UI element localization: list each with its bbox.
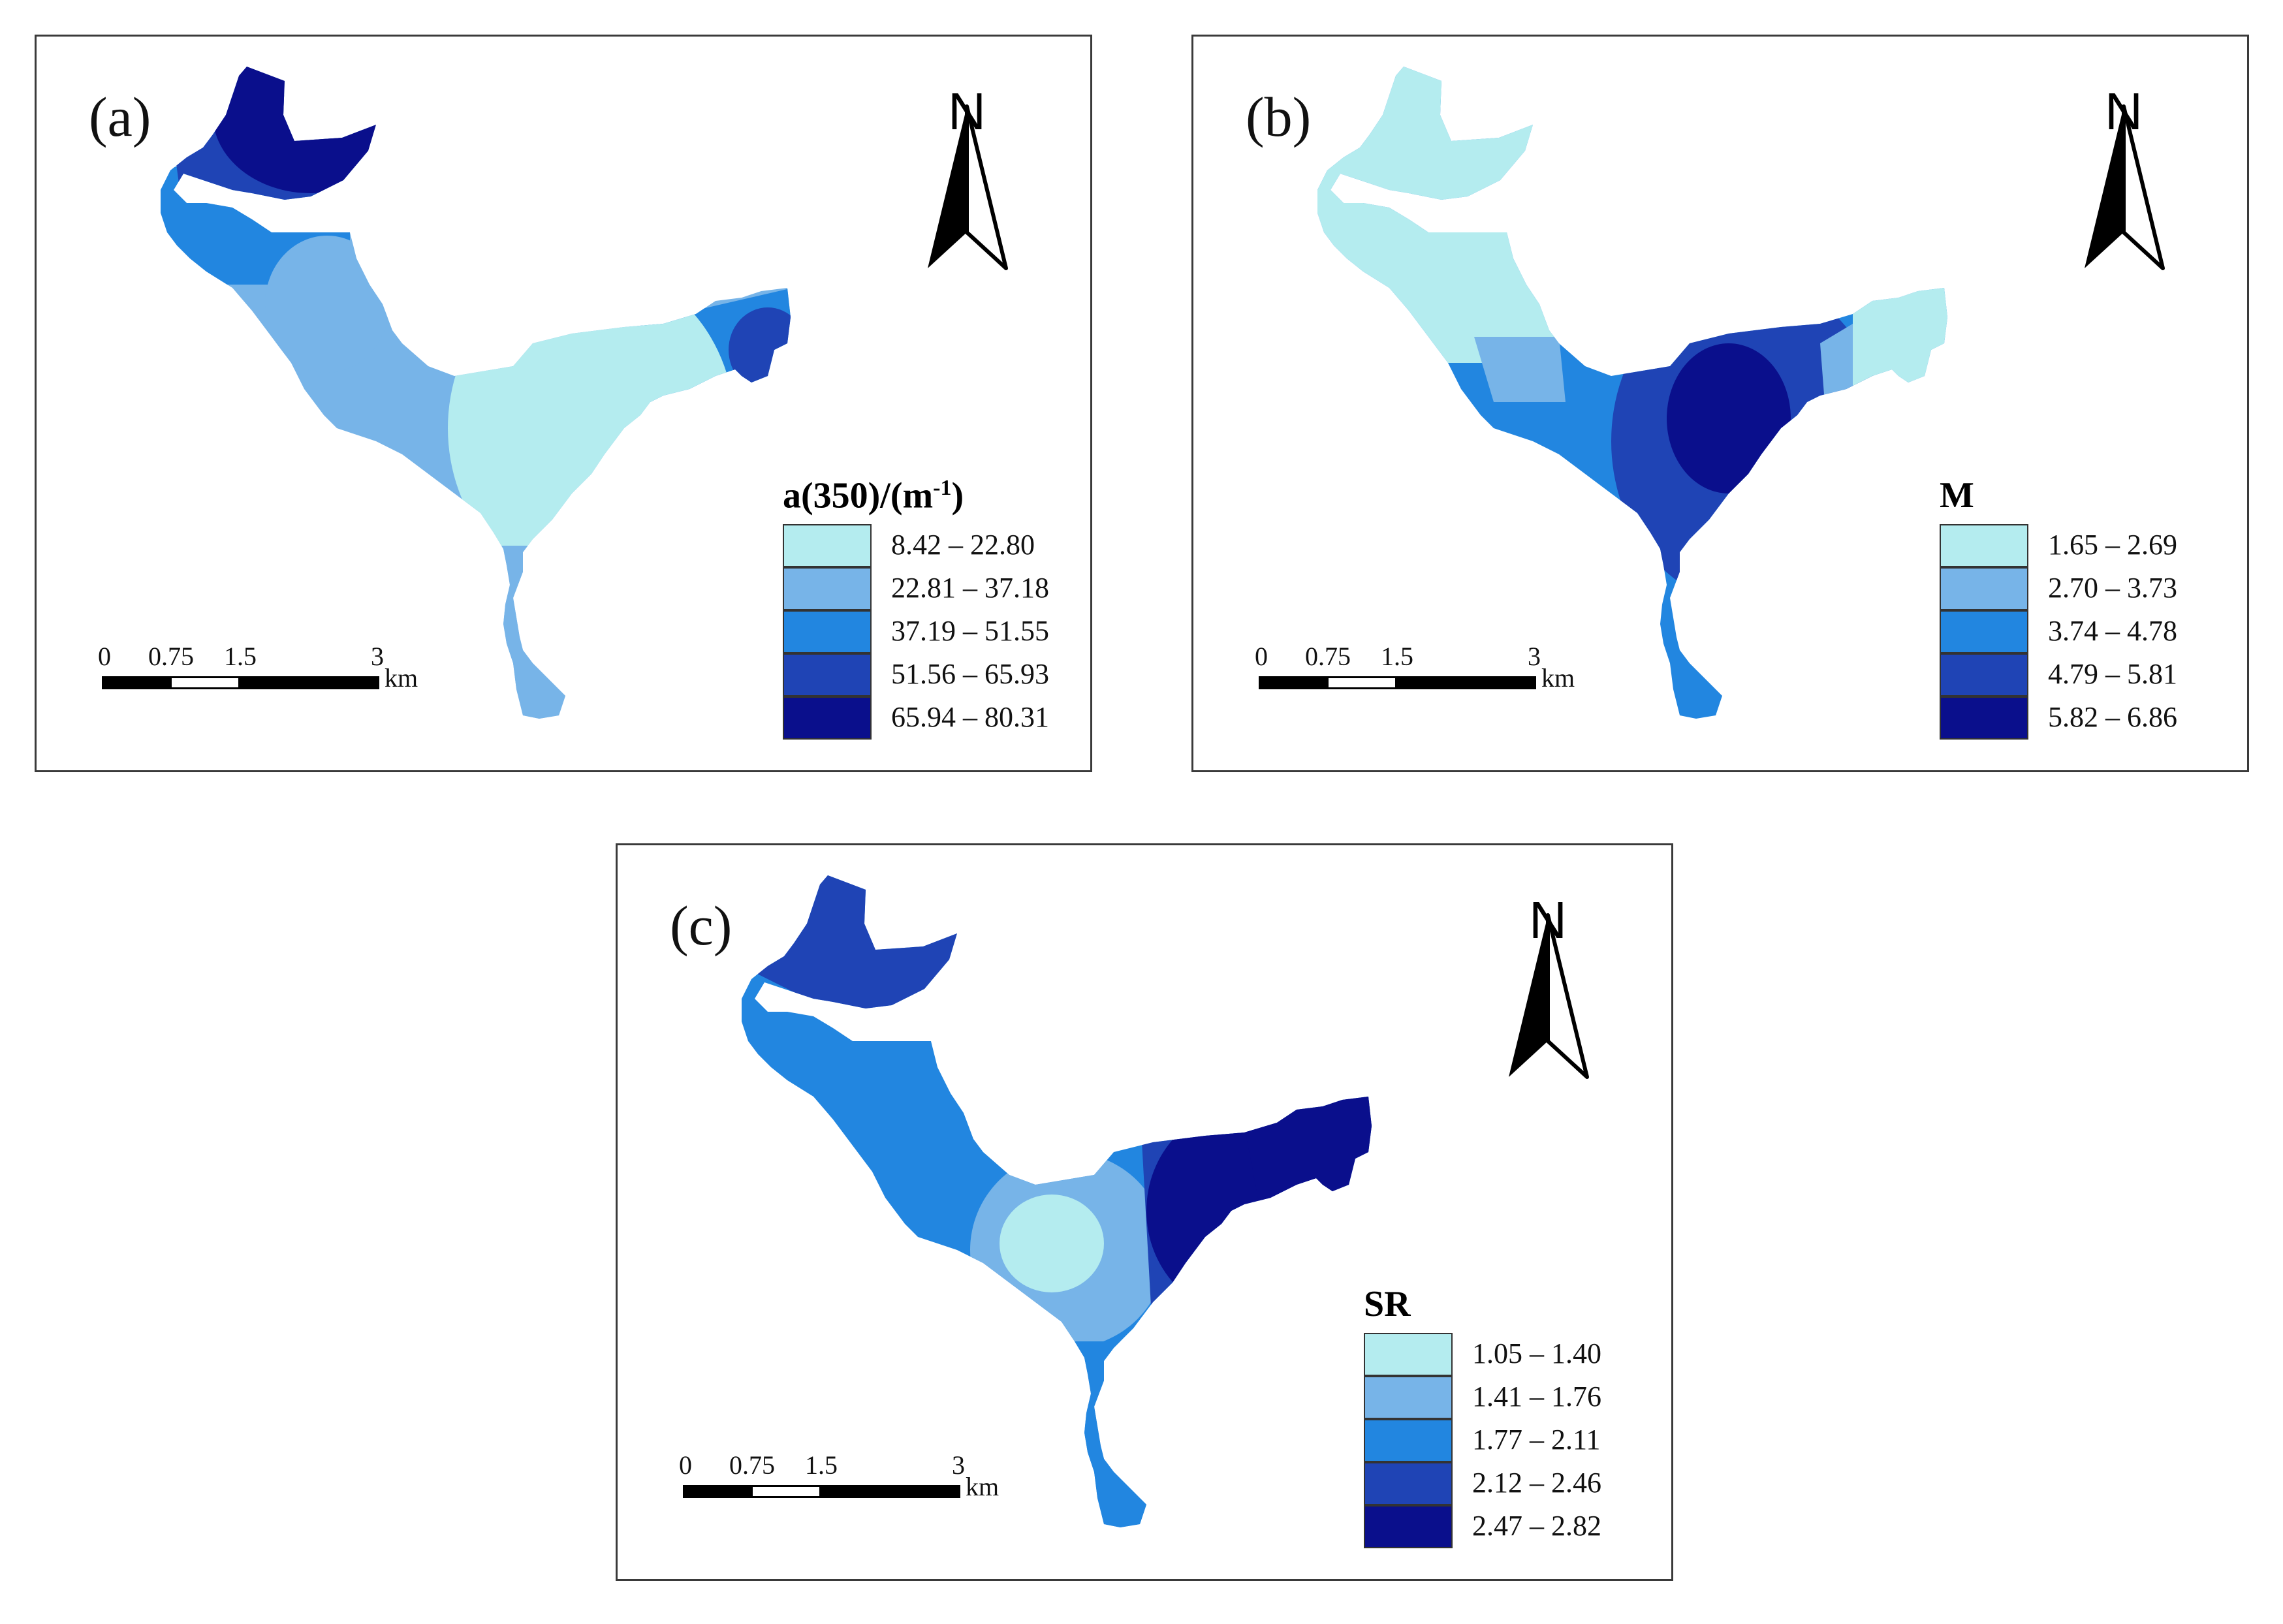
legend-label: 1.65 – 2.69 [2048, 529, 2177, 561]
map-panel-a: (a) N 0 0.75 1.5 3 km a(350)/(m-1) 8.42 … [35, 35, 1092, 772]
legend-label: 2.47 – 2.82 [1472, 1510, 1601, 1542]
scale-unit: km [1541, 663, 1575, 693]
legend-label: 1.05 – 1.40 [1472, 1337, 1601, 1369]
legend-title: a(350)/(m-1) [783, 477, 964, 515]
scale-tick-3: 3 [371, 642, 384, 671]
legend-title: SR [1364, 1284, 1411, 1324]
map-c-svg [742, 875, 1372, 1527]
legend-row: 3.74 – 4.78 [1940, 610, 2177, 653]
legend: M 1.65 – 2.69 2.70 – 3.73 3.74 – 4.78 4.… [1940, 475, 2177, 740]
legend-row: 1.41 – 1.76 [1364, 1376, 1601, 1419]
legend-label: 22.81 – 37.18 [891, 572, 1049, 604]
legend-swatch [1940, 610, 2028, 653]
legend-title-suffix: ) [951, 475, 964, 516]
legend-row: 22.81 – 37.18 [783, 567, 1049, 610]
legend-swatch [1940, 524, 2028, 567]
scale-segment [170, 676, 240, 689]
legend-label: 2.70 – 3.73 [2048, 572, 2177, 604]
map-b-svg [1317, 67, 1947, 719]
scale-segment [238, 676, 379, 689]
scale-tick-1-5: 1.5 [224, 642, 257, 671]
map-panel-b: (b) N 0 0.75 1.5 3 km M 1.65 – 2.69 2.70… [1191, 35, 2249, 772]
legend-row: 1.05 – 1.40 [1364, 1333, 1601, 1376]
legend-swatch [783, 653, 872, 696]
scale-tick-1-5: 1.5 [1381, 642, 1413, 671]
scale-segment [1395, 676, 1536, 689]
legend-swatch [1364, 1505, 1453, 1548]
legend-title-sup: -1 [933, 476, 952, 500]
scale-tick-0: 0 [98, 642, 111, 671]
legend-swatch [1364, 1419, 1453, 1462]
scale-unit: km [385, 663, 418, 693]
scale-tick-0: 0 [1255, 642, 1268, 671]
scale-segment [1327, 676, 1397, 689]
legend-label: 3.74 – 4.78 [2048, 615, 2177, 647]
legend-row: 2.47 – 2.82 [1364, 1505, 1601, 1548]
legend-row: 8.42 – 22.80 [783, 524, 1035, 567]
legend-label: 5.82 – 6.86 [2048, 701, 2177, 733]
legend-swatch [783, 524, 872, 567]
legend-row: 51.56 – 65.93 [783, 653, 1049, 696]
scale-bar: 0 0.75 1.5 3 km [98, 642, 441, 702]
legend-label: 1.41 – 1.76 [1472, 1381, 1601, 1413]
legend-swatch [783, 610, 872, 653]
legend-swatch [1940, 696, 2028, 740]
legend-swatch [783, 567, 872, 610]
legend-label: 51.56 – 65.93 [891, 658, 1049, 690]
legend: a(350)/(m-1) 8.42 – 22.80 22.81 – 37.18 … [783, 477, 1049, 740]
legend-label: 65.94 – 80.31 [891, 701, 1049, 733]
panel-label: (a) [89, 86, 151, 148]
scale-tick-1-5: 1.5 [805, 1450, 838, 1480]
legend-swatch [1364, 1462, 1453, 1505]
scale-bar: 0 0.75 1.5 3 km [1255, 642, 1598, 702]
legend-swatch [783, 696, 872, 740]
legend-label: 1.77 – 2.11 [1472, 1424, 1601, 1456]
map-panel-c: (c) N 0 0.75 1.5 3 km SR 1.05 – 1.40 1.4… [616, 843, 1673, 1581]
north-arrow-icon [928, 104, 1008, 270]
scale-segment [102, 676, 172, 689]
scale-tick-0: 0 [679, 1450, 692, 1480]
legend-title-main: a(350)/(m [783, 475, 934, 516]
legend: SR 1.05 – 1.40 1.41 – 1.76 1.77 – 2.11 2… [1364, 1284, 1601, 1548]
scale-tick-0-75: 0.75 [1305, 642, 1351, 671]
scale-segment [683, 1485, 753, 1498]
legend-label: 2.12 – 2.46 [1472, 1467, 1601, 1499]
legend-swatch [1940, 567, 2028, 610]
scale-segment [819, 1485, 960, 1498]
panel-label: (b) [1246, 86, 1312, 148]
legend-row: 1.65 – 2.69 [1940, 524, 2177, 567]
legend-row: 4.79 – 5.81 [1940, 653, 2177, 696]
north-arrow-icon [2085, 104, 2165, 270]
legend-row: 2.12 – 2.46 [1364, 1462, 1601, 1505]
legend-row: 2.70 – 3.73 [1940, 567, 2177, 610]
north-arrow-icon [1509, 913, 1589, 1079]
legend-row: 65.94 – 80.31 [783, 696, 1049, 740]
legend-label: 8.42 – 22.80 [891, 529, 1035, 561]
north-arrow: N [2081, 86, 2166, 270]
scale-segment [751, 1485, 821, 1498]
legend-swatch [1364, 1333, 1453, 1376]
scale-unit: km [966, 1472, 1000, 1501]
legend-label: 37.19 – 51.55 [891, 615, 1049, 647]
scale-tick-3: 3 [1528, 642, 1541, 671]
legend-title: M [1940, 475, 1974, 516]
map-a-svg [161, 67, 791, 719]
panel-label: (c) [670, 894, 732, 957]
scale-bar: 0 0.75 1.5 3 km [679, 1450, 1022, 1511]
north-arrow: N [1505, 894, 1590, 1079]
legend-swatch [1940, 653, 2028, 696]
scale-tick-0-75: 0.75 [148, 642, 194, 671]
legend-row: 37.19 – 51.55 [783, 610, 1049, 653]
scale-tick-3: 3 [952, 1450, 965, 1480]
legend-row: 1.77 – 2.11 [1364, 1419, 1600, 1462]
legend-swatch [1364, 1376, 1453, 1419]
legend-label: 4.79 – 5.81 [2048, 658, 2177, 690]
scale-tick-0-75: 0.75 [729, 1450, 775, 1480]
scale-segment [1259, 676, 1329, 689]
north-arrow: N [924, 86, 1009, 270]
legend-row: 5.82 – 6.86 [1940, 696, 2177, 740]
